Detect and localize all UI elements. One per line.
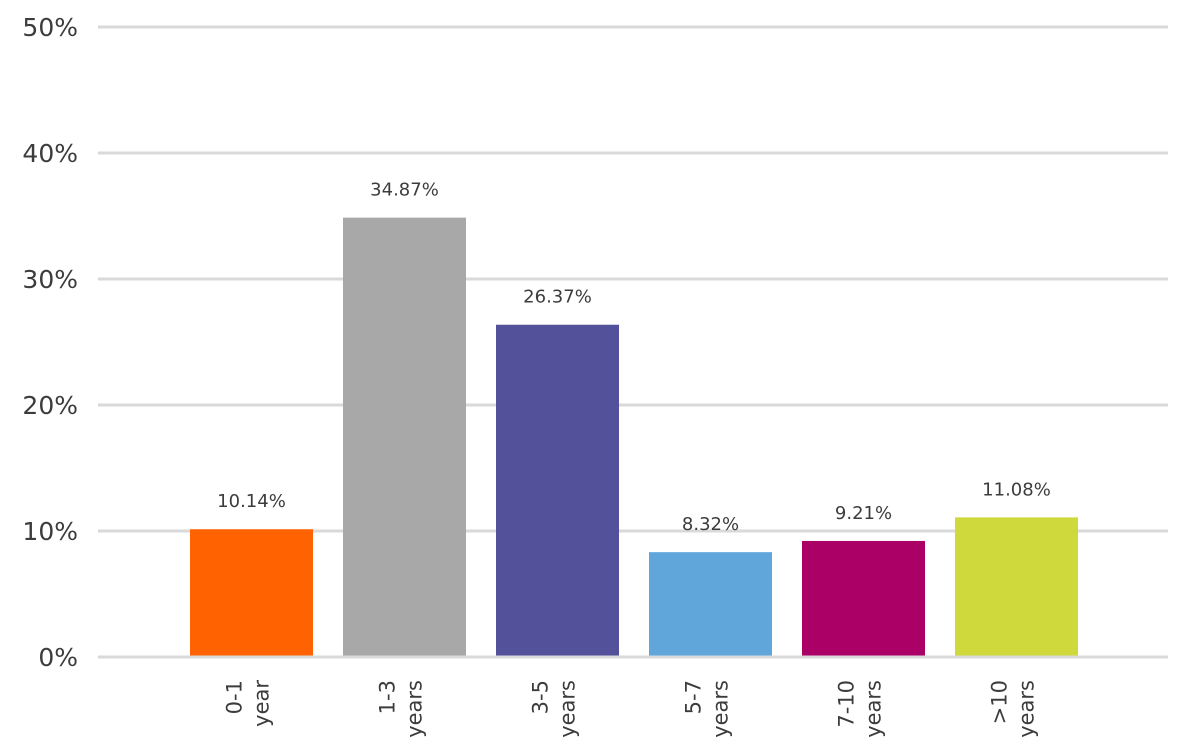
data-label: 10.14% [217,491,286,512]
bar [955,517,1078,656]
bar [343,217,466,656]
x-tick-label: year [250,680,274,727]
data-label: 26.37% [523,287,592,308]
data-label: 9.21% [835,503,892,524]
y-tick-label: 10% [22,517,78,546]
x-tick-label: 0-1 [223,680,247,714]
data-label: 34.87% [370,180,439,201]
x-tick-label: years [403,680,427,738]
x-tick-label: >10 [988,680,1012,724]
y-tick-label: 40% [22,139,78,168]
bar [802,540,925,656]
y-tick-label: 20% [22,391,78,420]
x-tick-label: 7-10 [835,680,859,728]
y-tick-label: 30% [22,265,78,294]
bar [190,529,313,656]
x-tick-label: 3-5 [529,680,553,714]
x-tick-label: years [862,680,886,738]
data-label: 8.32% [682,514,739,535]
y-tick-label: 0% [38,643,78,672]
x-tick-label: 1-3 [376,680,400,714]
x-tick-label: years [709,680,733,738]
x-tick-label: years [1015,680,1039,738]
x-tick-label: 5-7 [682,680,706,714]
data-label: 11.08% [982,479,1051,500]
bar [649,552,772,656]
x-tick-label: years [556,680,580,738]
bar [496,324,619,656]
y-tick-label: 50% [22,13,78,42]
